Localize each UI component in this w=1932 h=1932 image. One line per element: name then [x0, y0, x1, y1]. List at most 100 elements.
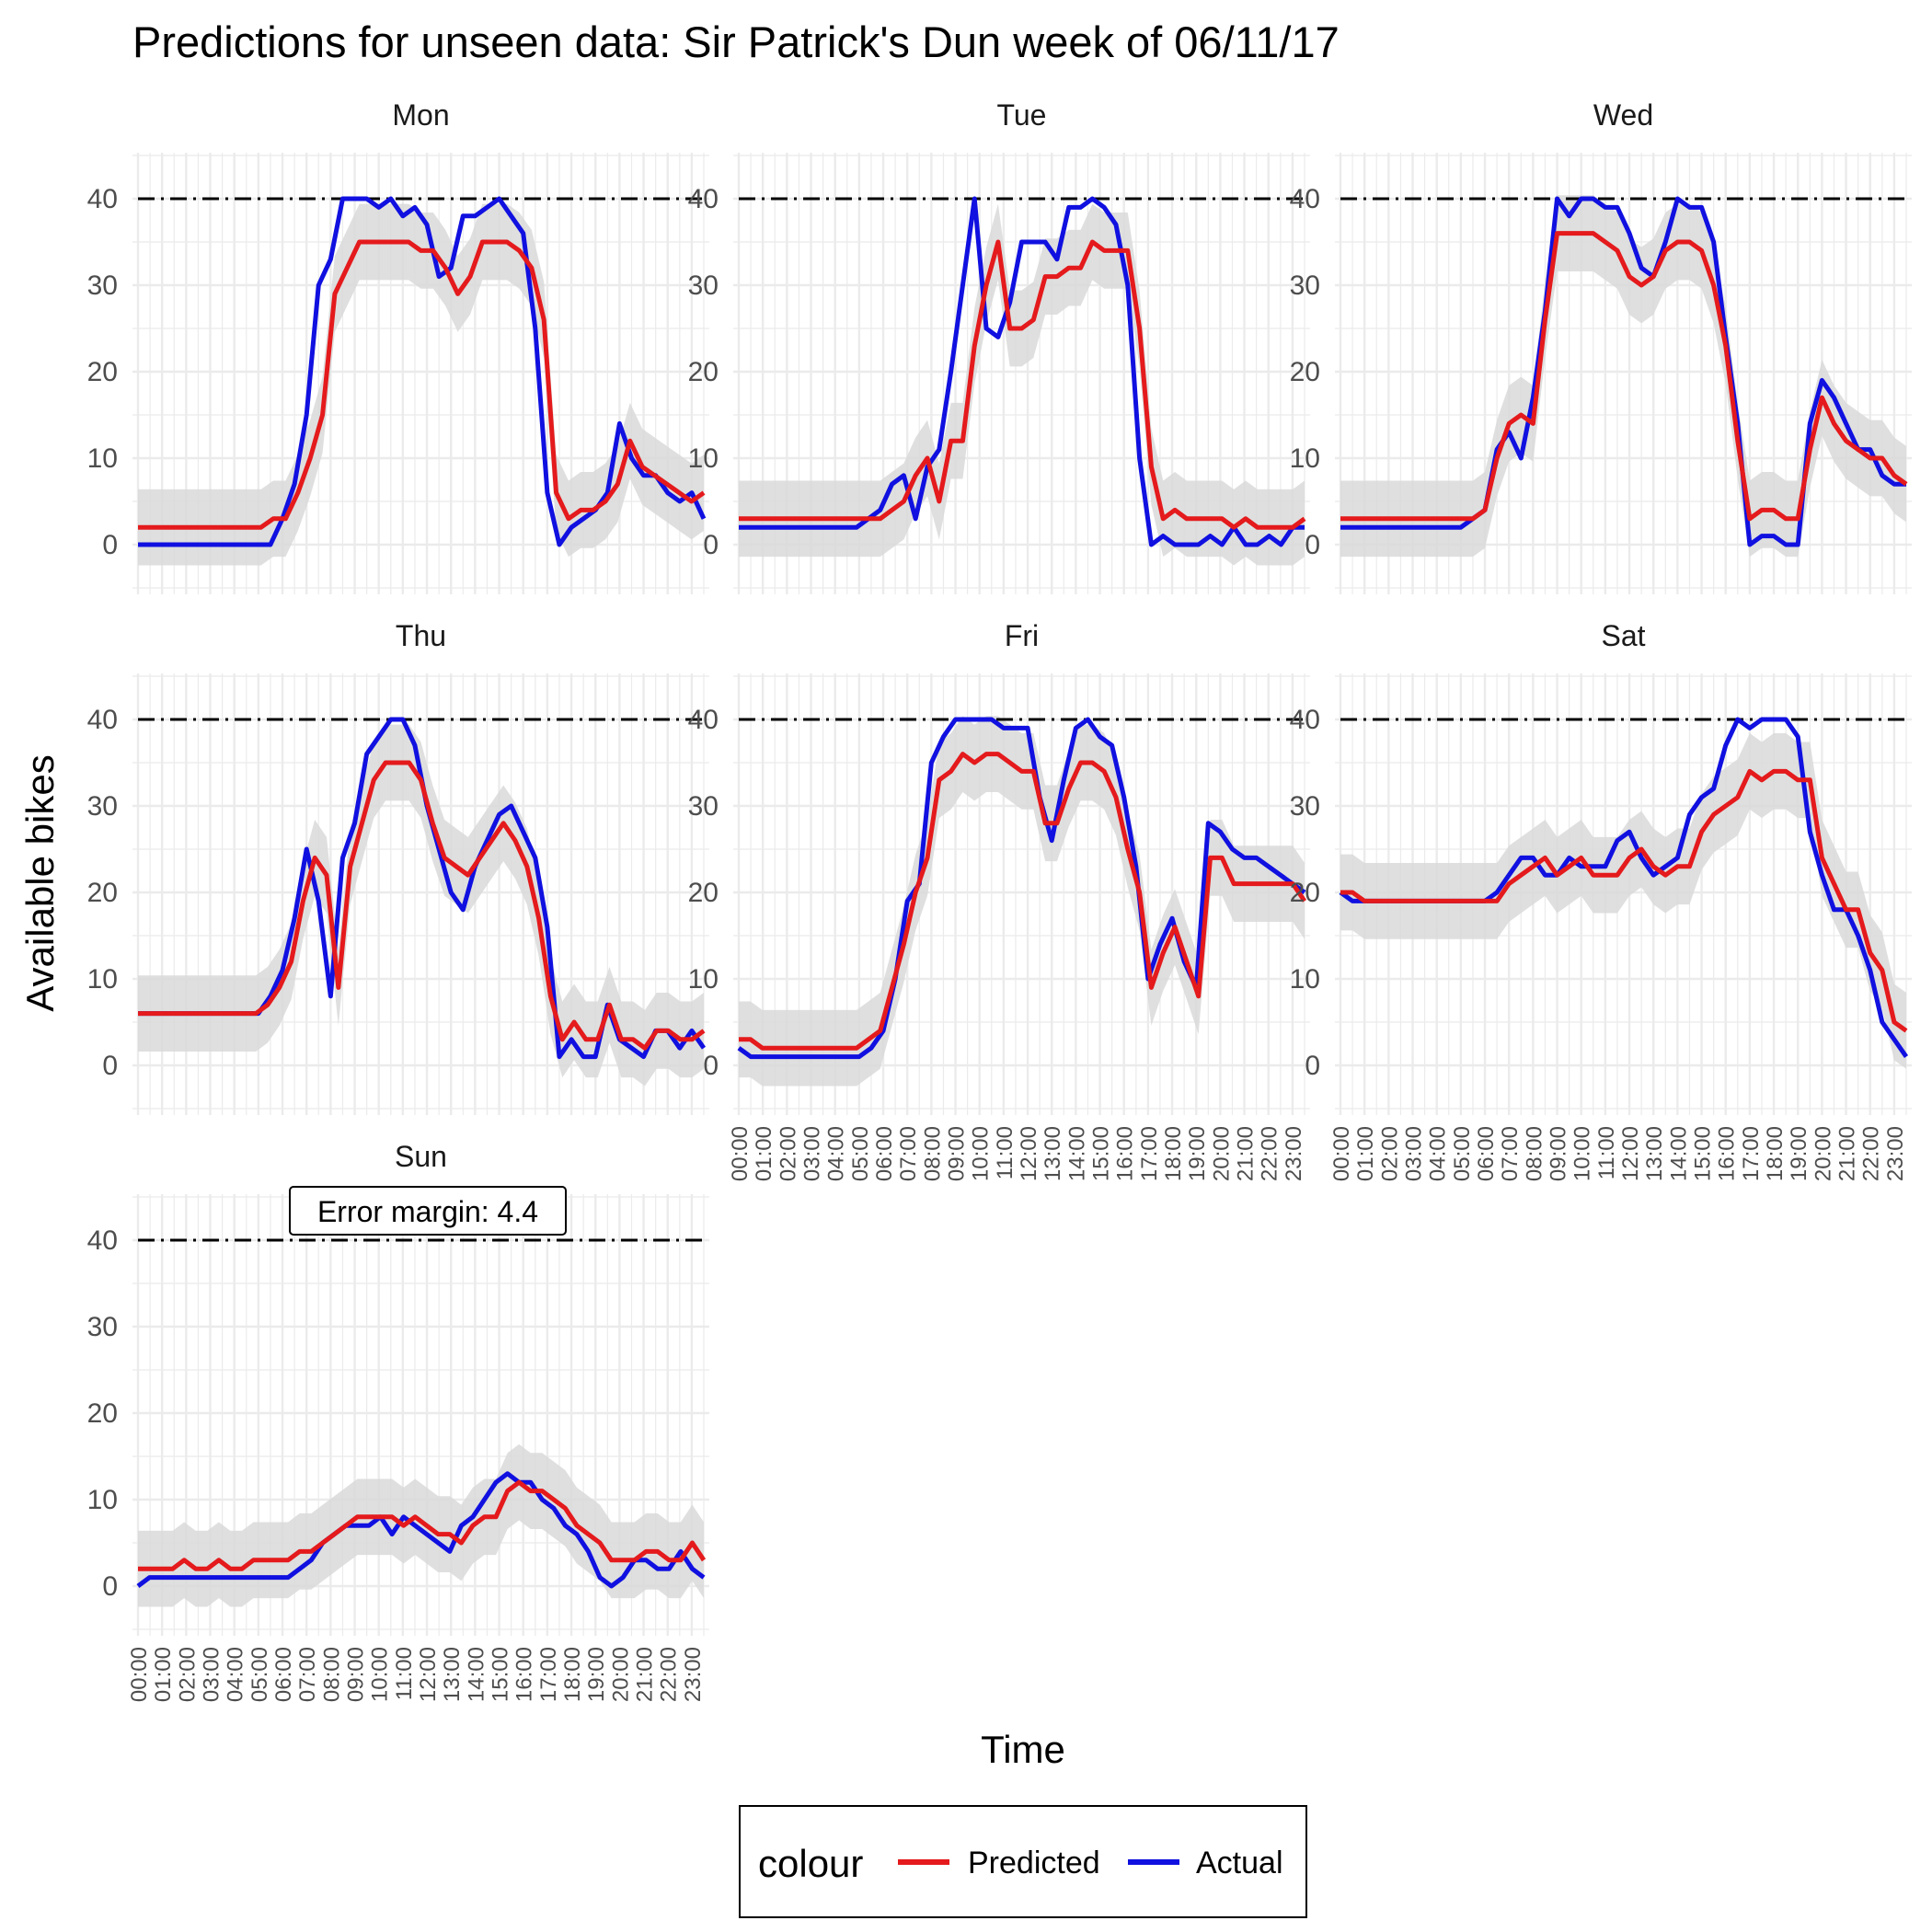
chart-title: Predictions for unseen data: Sir Patrick… [132, 17, 1340, 66]
y-tick-label: 0 [703, 530, 719, 560]
x-tick-label: 23:00 [1282, 1126, 1306, 1181]
x-tick-label: 02:00 [1377, 1126, 1402, 1181]
panel-sun: Sun 0 10 20 30 40 00:00 01:00 02:00 03:00 04:00 05:… [87, 1140, 709, 1702]
x-tick-label: 13:00 [1041, 1126, 1065, 1181]
error-band [138, 724, 704, 1087]
x-tick-label: 22:00 [657, 1647, 682, 1702]
y-tick-label: 10 [1290, 964, 1320, 995]
x-tick-label: 22:00 [1258, 1126, 1282, 1181]
x-tick-label: 19:00 [1787, 1126, 1811, 1181]
panel-title: Fri [1005, 619, 1039, 652]
y-tick-label: 30 [87, 791, 118, 822]
y-tick-label: 30 [688, 270, 719, 301]
x-tick-label: 07:00 [1498, 1126, 1523, 1181]
error-band [138, 203, 704, 566]
label-box [289, 1186, 567, 1236]
x-tick-label: 03:00 [800, 1126, 825, 1181]
x-tick-label: 02:00 [776, 1126, 800, 1181]
x-tick-label: 08:00 [1522, 1126, 1547, 1181]
y-tick-label: 10 [688, 443, 719, 474]
x-tick-label: 09:00 [344, 1647, 369, 1702]
x-tick-label: 18:00 [1763, 1126, 1788, 1181]
y-tick-label: 40 [87, 184, 118, 214]
predicted-series-line [739, 239, 1306, 530]
x-tick-label: 01:00 [752, 1126, 776, 1181]
x-tick-label: 10:00 [1570, 1126, 1595, 1181]
x-axis-title: Time [981, 1728, 1065, 1771]
x-tick-label: 12:00 [1017, 1126, 1041, 1181]
x-tick-label: 04:00 [1426, 1126, 1451, 1181]
panel-tue: Tue 0 10 20 30 40 [688, 98, 1310, 594]
x-tick-label: 12:00 [1618, 1126, 1643, 1181]
x-tick-label: 14:00 [1064, 1126, 1089, 1181]
y-tick-label: 30 [87, 1312, 118, 1342]
y-tick-label: 0 [102, 1571, 118, 1602]
x-tick-label: 13:00 [1642, 1126, 1667, 1181]
error-band [739, 716, 1305, 1087]
y-tick-label: 30 [1290, 791, 1320, 822]
x-tick-label: 00:00 [728, 1126, 753, 1181]
y-tick-label: 10 [87, 1485, 118, 1515]
panel-title: Sat [1601, 619, 1645, 652]
y-tick-label: 20 [87, 357, 118, 387]
x-tick-label: 11:00 [1594, 1126, 1619, 1179]
x-tick-label: 06:00 [1474, 1126, 1499, 1181]
y-tick-label: 30 [688, 791, 719, 822]
y-tick-label: 40 [688, 705, 719, 735]
y-tick-label: 10 [87, 443, 118, 474]
predicted-series-line [1340, 768, 1908, 1033]
x-tick-label: 21:00 [633, 1647, 658, 1702]
x-tick-label: 05:00 [247, 1647, 272, 1702]
actual-series-line [138, 196, 707, 547]
predicted-series-line [1340, 231, 1908, 522]
x-tick-label: 02:00 [175, 1647, 200, 1702]
y-tick-label: 30 [87, 270, 118, 301]
x-tick-label: 21:00 [1835, 1126, 1860, 1181]
x-tick-label: 04:00 [224, 1647, 248, 1702]
x-tick-label: 17:00 [1739, 1126, 1764, 1181]
legend-label-actual: Actual [1196, 1846, 1283, 1880]
x-tick-label: 16:00 [1715, 1126, 1740, 1181]
x-tick-label: 08:00 [319, 1647, 344, 1702]
panel-title: Tue [997, 98, 1047, 132]
error-band [138, 1443, 704, 1607]
x-tick-label: 18:00 [560, 1647, 585, 1702]
x-tick-label: 15:00 [489, 1647, 513, 1702]
panel-sat: Sat 0 10 20 30 40 00:00 01:00 02:00 03:00 04:00 05:… [1290, 619, 1912, 1181]
y-tick-label: 40 [1290, 184, 1320, 214]
x-tick-label: 16:00 [512, 1647, 537, 1702]
x-tick-label: 19:00 [1185, 1126, 1210, 1181]
legend-title: colour [758, 1842, 863, 1885]
x-tick-label: 18:00 [1161, 1126, 1186, 1181]
panel-title: Mon [392, 98, 449, 132]
x-tick-label: 11:00 [993, 1126, 1018, 1179]
y-tick-label: 20 [87, 878, 118, 908]
y-tick-label: 10 [87, 964, 118, 995]
label-text: Error margin: 4.4 [317, 1195, 538, 1228]
panel-title: Sun [395, 1140, 447, 1173]
x-tick-label: 20:00 [608, 1647, 633, 1702]
y-tick-label: 20 [1290, 357, 1320, 387]
x-tick-label: 07:00 [295, 1647, 320, 1702]
x-tick-label: 21:00 [1234, 1126, 1259, 1181]
x-tick-label: 09:00 [1547, 1126, 1571, 1181]
x-tick-label: 04:00 [824, 1126, 849, 1181]
x-tick-label: 14:00 [464, 1647, 489, 1702]
x-tick-label: 07:00 [896, 1126, 921, 1181]
y-tick-label: 0 [102, 530, 118, 560]
x-tick-label: 08:00 [920, 1126, 945, 1181]
panel-title: Thu [396, 619, 446, 652]
y-tick-label: 20 [1290, 878, 1320, 908]
y-tick-label: 20 [688, 357, 719, 387]
x-tick-label: 19:00 [584, 1647, 609, 1702]
y-tick-label: 40 [688, 184, 719, 214]
x-tick-label: 11:00 [392, 1647, 417, 1700]
x-tick-label: 10:00 [368, 1647, 393, 1702]
x-tick-label: 03:00 [200, 1647, 224, 1702]
y-tick-label: 40 [87, 1225, 118, 1256]
panel-wed: Wed 0 10 20 30 40 [1290, 98, 1912, 594]
x-tick-label: 15:00 [1691, 1126, 1716, 1181]
x-tick-label: 14:00 [1666, 1126, 1691, 1181]
panel-mon: Mon 0 10 20 30 40 [87, 98, 709, 594]
